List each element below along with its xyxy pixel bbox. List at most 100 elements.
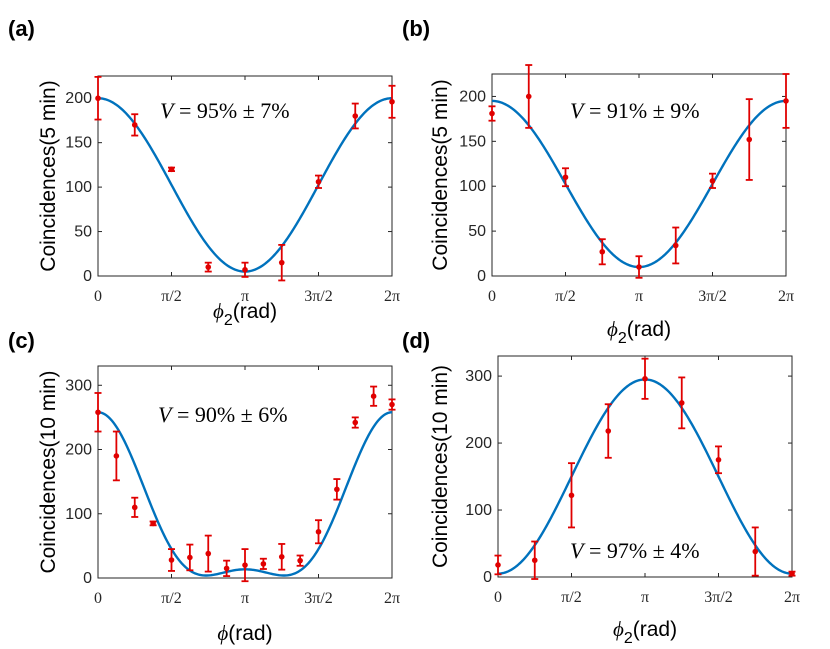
visibility-annotation: V = 95% ± 7% xyxy=(160,98,290,123)
y-tick-label: 150 xyxy=(459,133,486,150)
panel-label: (a) xyxy=(8,16,35,41)
x-axis-label: ϕ(rad) xyxy=(217,621,272,645)
x-tick-label: π xyxy=(241,590,249,607)
fit-curve xyxy=(491,99,787,269)
panel-a: (a) 0 50 100 150 200 0 π/2 π 3π/2 2π Coincidences(5… xyxy=(8,16,400,329)
x-tick-label: 3π/2 xyxy=(704,589,733,606)
y-tick-label: 100 xyxy=(65,506,92,523)
x-tick-label: π xyxy=(635,288,643,305)
x-tick-label: π/2 xyxy=(561,589,582,606)
data-point xyxy=(242,266,248,273)
x-axis-unit: (rad) xyxy=(627,318,671,341)
x-tick-label: 3π/2 xyxy=(304,288,333,305)
panel-label: (d) xyxy=(402,328,430,353)
axes-box xyxy=(97,365,393,579)
data-point xyxy=(636,264,642,270)
data-point xyxy=(168,557,175,563)
data-point xyxy=(150,520,156,527)
data-point xyxy=(278,554,285,560)
data-point xyxy=(370,393,377,399)
data-point xyxy=(672,242,679,249)
y-tick-label: 0 xyxy=(483,569,492,586)
data-point xyxy=(297,557,303,564)
visibility-symbol: V xyxy=(570,98,586,123)
x-tick-label: 2π xyxy=(778,288,794,305)
x-tick-label: 2π xyxy=(384,590,400,607)
data-point xyxy=(315,528,322,535)
x-tick-label: 0 xyxy=(494,589,502,606)
data-point xyxy=(95,409,101,416)
data-point xyxy=(352,113,359,119)
data-point xyxy=(568,492,575,499)
visibility-value: = 97% ± 4% xyxy=(583,538,699,563)
y-tick-label: 300 xyxy=(65,377,92,394)
panel-c: (c) 0 100 200 300 0 π/2 π 3π/2 2π Coincidences(10 … xyxy=(8,328,400,645)
y-axis-label: Coincidences(5 min) xyxy=(429,79,452,270)
panel-label: (b) xyxy=(402,16,430,41)
x-axis-unit: (rad) xyxy=(633,618,677,641)
visibility-annotation: V = 90% ± 6% xyxy=(158,402,288,427)
y-tick-label: 200 xyxy=(65,90,92,107)
data-point xyxy=(525,93,532,100)
x-tick-label: π/2 xyxy=(555,288,576,305)
y-tick-label: 100 xyxy=(465,502,492,519)
data-point xyxy=(334,486,340,493)
data-point xyxy=(113,453,120,459)
data-point xyxy=(205,264,212,270)
data-point xyxy=(605,428,612,434)
visibility-symbol: V xyxy=(158,402,174,427)
y-tick-label: 200 xyxy=(65,442,92,459)
y-tick-label: 200 xyxy=(465,435,492,452)
data-point xyxy=(715,457,722,463)
data-point xyxy=(205,550,212,557)
data-point xyxy=(489,110,495,117)
data-point xyxy=(495,562,501,568)
data-point xyxy=(223,565,230,572)
x-axis-symbol: ϕ xyxy=(217,621,228,645)
x-tick-label: π xyxy=(241,288,249,305)
visibility-annotation: V = 91% ± 9% xyxy=(570,98,700,123)
x-axis-symbol: ϕ xyxy=(607,317,618,341)
x-axis-label: ϕ2(rad) xyxy=(213,299,277,329)
x-tick-label: 3π/2 xyxy=(304,590,333,607)
x-axis-label: ϕ2(rad) xyxy=(613,617,677,647)
data-point xyxy=(531,557,538,564)
y-tick-label: 150 xyxy=(65,135,92,152)
y-tick-label: 100 xyxy=(65,179,92,196)
data-point xyxy=(242,562,248,568)
y-axis-label: Coincidences(10 min) xyxy=(37,370,60,573)
x-axis-symbol: ϕ xyxy=(613,617,624,641)
data-point xyxy=(352,419,359,426)
data-point xyxy=(752,548,759,555)
y-axis-label: Coincidences(10 min) xyxy=(429,365,452,568)
x-axis-unit: (rad) xyxy=(228,622,272,645)
x-tick-label: 0 xyxy=(94,288,102,305)
panel-d: (d) 0 100 200 300 0 π/2 π 3π/2 2π Coincidences(10 … xyxy=(402,328,800,647)
data-point xyxy=(789,570,795,577)
panel-label: (c) xyxy=(8,328,35,353)
panel-b: (b) 0 50 100 150 200 0 π/2 π 3π/2 2π Coincidences(5… xyxy=(402,16,794,347)
x-tick-label: π xyxy=(641,589,649,606)
data-point xyxy=(746,136,753,143)
data-point xyxy=(783,98,789,104)
x-tick-label: 0 xyxy=(488,288,496,305)
data-point xyxy=(168,166,175,173)
visibility-symbol: V xyxy=(570,538,586,563)
x-tick-label: π/2 xyxy=(161,288,182,305)
y-tick-label: 50 xyxy=(74,224,92,241)
x-axis-subscript: 2 xyxy=(224,312,233,329)
data-point xyxy=(642,375,648,382)
data-point xyxy=(709,178,716,184)
x-axis-label: ϕ2(rad) xyxy=(607,317,671,347)
x-axis-unit: (rad) xyxy=(233,300,277,323)
x-axis-symbol: ϕ xyxy=(213,299,224,323)
y-tick-label: 100 xyxy=(459,178,486,195)
y-tick-label: 0 xyxy=(477,268,486,285)
fit-curve xyxy=(97,97,393,273)
visibility-annotation: V = 97% ± 4% xyxy=(570,538,700,563)
data-point xyxy=(187,554,193,561)
data-point xyxy=(562,174,569,181)
data-point xyxy=(131,122,138,128)
data-point xyxy=(131,504,138,511)
